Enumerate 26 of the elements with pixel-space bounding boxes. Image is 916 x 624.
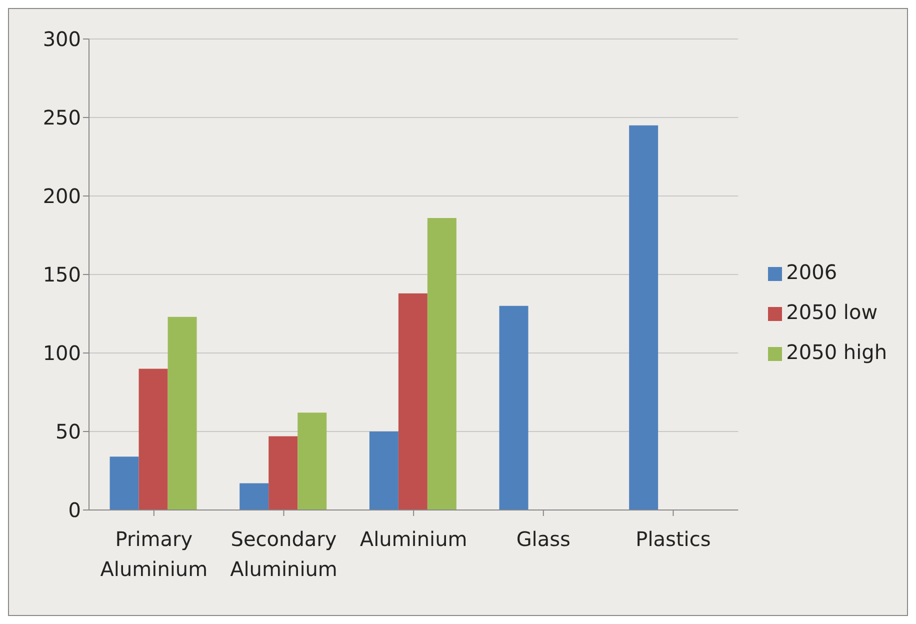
y-tick-label: 0 — [68, 498, 81, 522]
bar — [168, 316, 197, 510]
y-tick-label: 200 — [42, 184, 81, 208]
x-tick-label: Primary Aluminium — [100, 527, 208, 581]
x-tick-label: Glass — [516, 527, 570, 551]
bar — [110, 456, 139, 510]
bar — [398, 293, 428, 510]
bar — [240, 483, 269, 510]
y-tick-label: 50 — [56, 420, 81, 444]
y-tick-label: 100 — [42, 341, 81, 366]
y-tick-label: 250 — [42, 106, 81, 130]
x-tick-label: Aluminium — [360, 527, 468, 551]
bar — [268, 436, 298, 510]
bar — [629, 125, 658, 510]
y-tick-label: 300 — [42, 27, 81, 52]
legend-label: 2050 low — [786, 300, 878, 324]
bar — [298, 412, 327, 510]
legend-label: 2006 — [786, 260, 838, 284]
x-tick-label: Plastics — [636, 527, 711, 551]
y-tick-label: 150 — [42, 262, 81, 287]
bar — [427, 218, 456, 510]
legend-label: 2050 high — [786, 340, 887, 364]
bar — [369, 432, 398, 510]
x-tick-label: Secondary Aluminium — [230, 527, 338, 581]
bar — [499, 306, 528, 510]
bar — [138, 368, 168, 510]
